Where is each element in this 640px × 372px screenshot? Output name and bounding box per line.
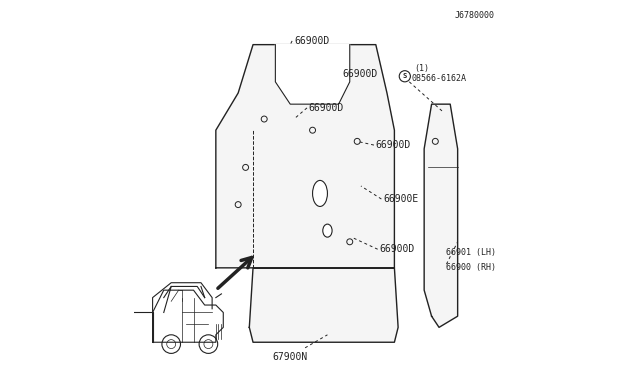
Text: 66900 (RH): 66900 (RH)	[447, 263, 497, 272]
Text: 66900D: 66900D	[294, 36, 329, 46]
Text: (1): (1)	[414, 64, 429, 73]
Polygon shape	[424, 104, 458, 327]
Text: S: S	[403, 73, 407, 79]
Ellipse shape	[312, 180, 328, 206]
Text: 66900D: 66900D	[342, 70, 378, 79]
Text: 66900D: 66900D	[380, 244, 415, 254]
Polygon shape	[250, 268, 398, 342]
Ellipse shape	[323, 224, 332, 237]
Text: J6780000: J6780000	[455, 11, 495, 20]
Polygon shape	[216, 45, 394, 268]
Text: 66900D: 66900D	[309, 103, 344, 113]
Text: 66900D: 66900D	[376, 140, 411, 150]
Text: 66900E: 66900E	[383, 194, 419, 204]
Text: 66901 (LH): 66901 (LH)	[447, 248, 497, 257]
Text: 67900N: 67900N	[273, 352, 308, 362]
Text: 08566-6162A: 08566-6162A	[411, 74, 466, 83]
Polygon shape	[275, 45, 349, 104]
